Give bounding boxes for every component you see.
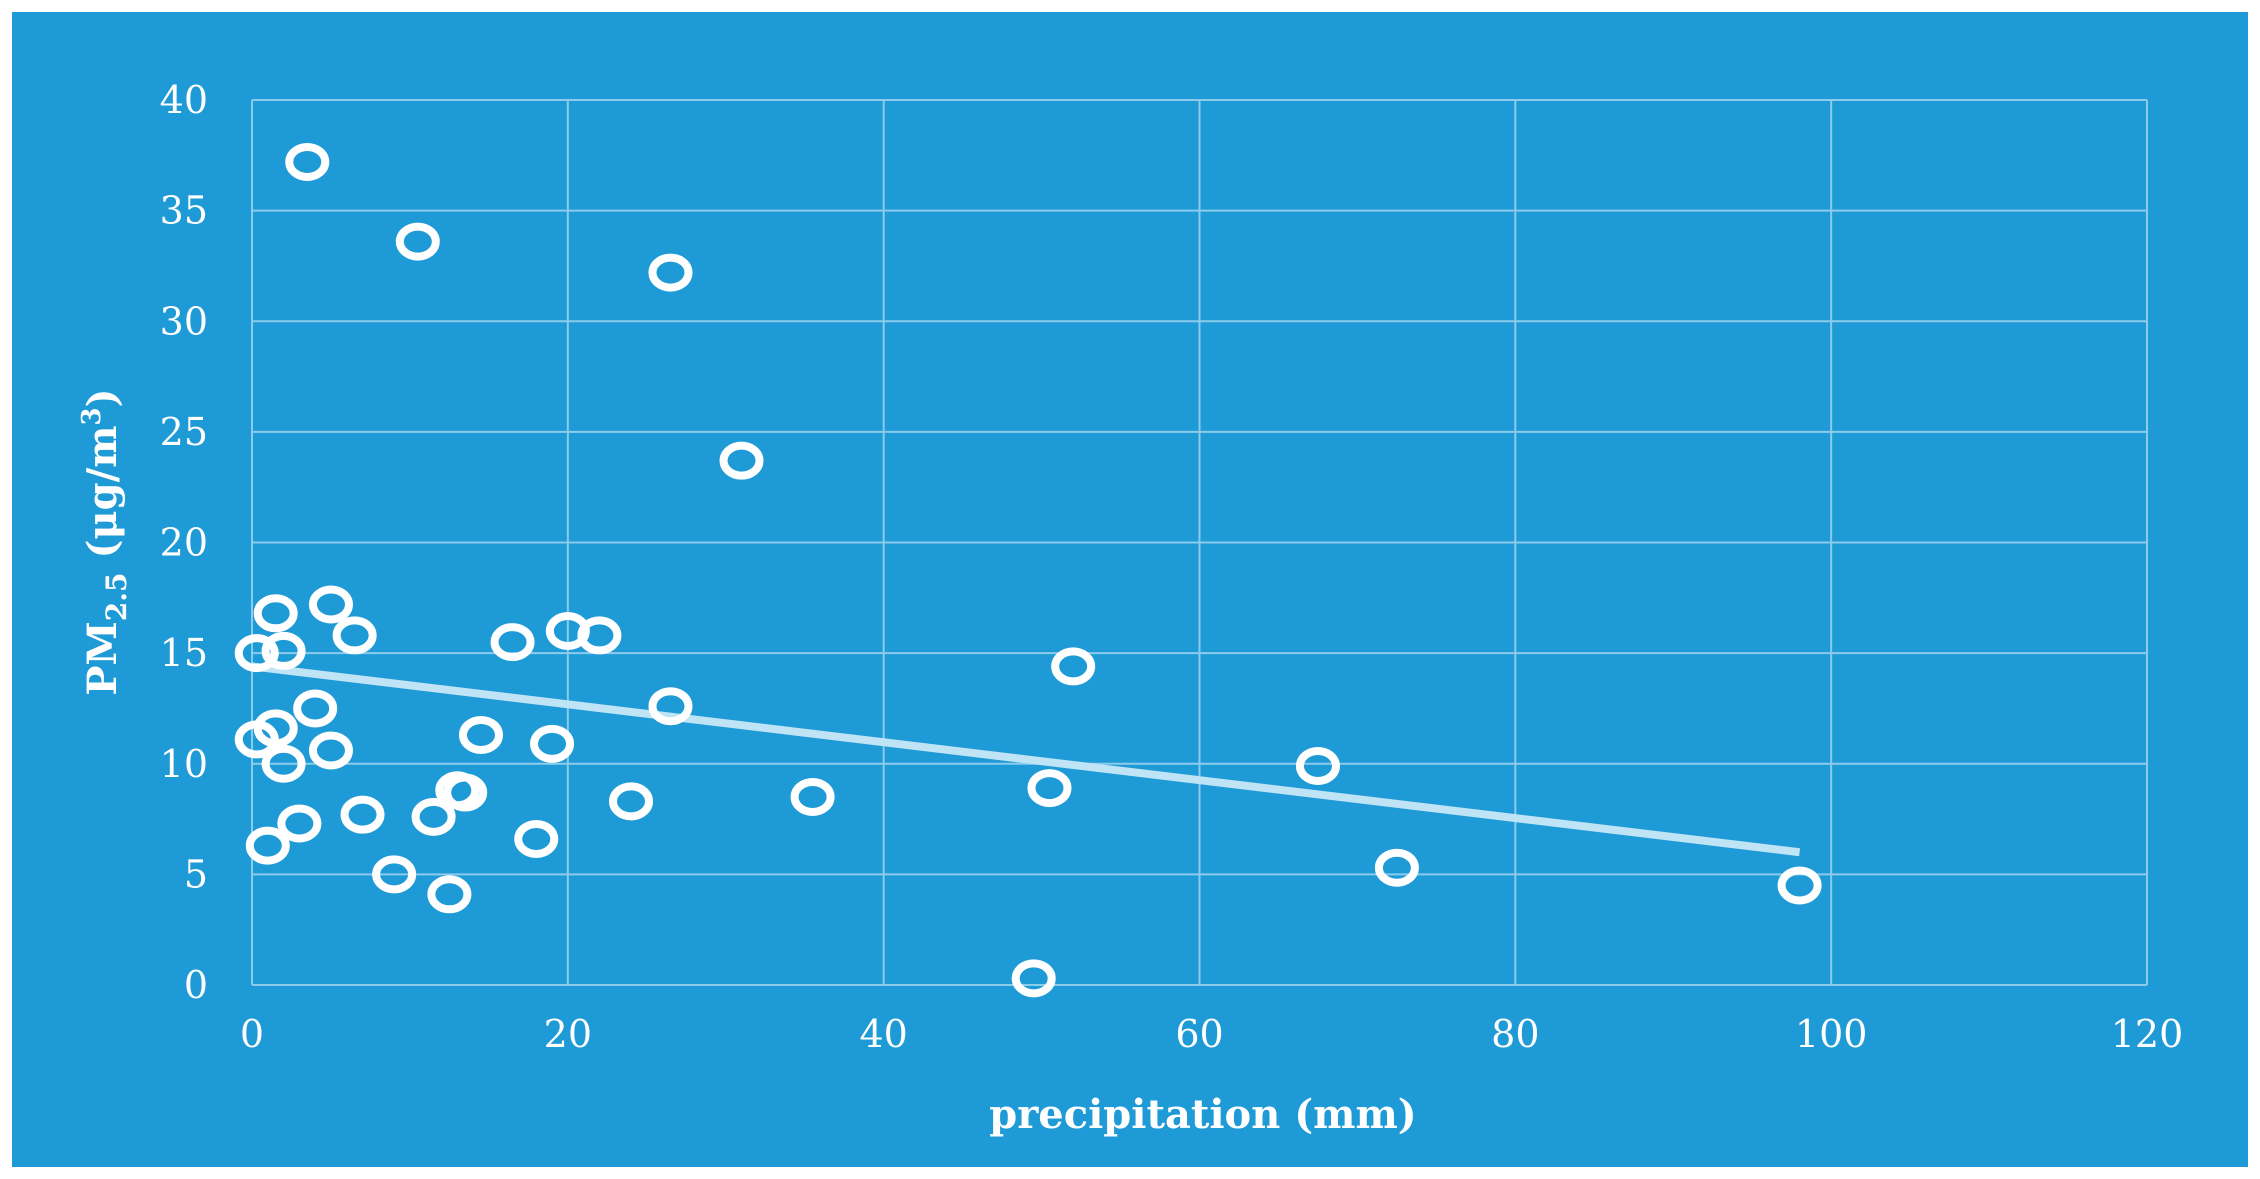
tick-labels: 0 5 10 15 20 25 30 35 40 0 20 40 60 80 100 120 xyxy=(160,78,2184,1056)
data-point xyxy=(1051,647,1096,686)
data-point xyxy=(1777,866,1822,905)
x-tick-label: 60 xyxy=(1175,1012,1223,1056)
data-points xyxy=(234,142,1822,998)
data-point xyxy=(427,875,472,914)
x-tick-label: 120 xyxy=(2111,1012,2184,1056)
data-point xyxy=(372,855,417,894)
x-tick-label: 80 xyxy=(1491,1012,1539,1056)
data-point xyxy=(395,222,440,261)
x-tick-label: 0 xyxy=(240,1012,264,1056)
data-point xyxy=(1374,848,1419,887)
y-tick-label: 0 xyxy=(184,963,208,1007)
data-point xyxy=(530,724,575,763)
y-axis-title-unit-close: ) xyxy=(79,388,126,407)
x-axis-title: precipitation (mm) xyxy=(989,1091,1416,1138)
gridlines xyxy=(251,99,2148,986)
data-point xyxy=(1295,746,1340,785)
y-tick-label: 5 xyxy=(184,852,208,896)
data-point xyxy=(443,773,488,812)
data-point xyxy=(234,634,279,673)
y-axis-title-subscript: 2.5 xyxy=(100,572,133,621)
y-axis-title-prefix: PM xyxy=(79,621,126,695)
data-point xyxy=(308,731,353,770)
data-point xyxy=(277,804,322,843)
data-point xyxy=(790,777,835,816)
data-point xyxy=(1011,959,1056,998)
data-point xyxy=(609,782,653,821)
data-point xyxy=(514,819,559,858)
data-point xyxy=(253,594,298,633)
y-tick-label: 15 xyxy=(160,631,208,675)
y-axis-title-unit: (μg/m xyxy=(79,425,126,572)
data-point xyxy=(245,826,290,865)
data-point xyxy=(340,795,385,834)
y-axis-title-superscript: 3 xyxy=(77,407,107,425)
data-point xyxy=(293,689,338,728)
data-point xyxy=(411,797,456,836)
y-tick-label: 40 xyxy=(160,78,208,122)
data-point xyxy=(719,441,764,480)
y-tick-label: 10 xyxy=(160,742,208,786)
data-point xyxy=(577,616,622,655)
data-point xyxy=(308,585,353,624)
data-point xyxy=(648,687,693,726)
data-point xyxy=(261,631,306,670)
y-tick-label: 25 xyxy=(160,410,208,454)
y-axis-title: PM2.5 (μg/m3) xyxy=(77,388,133,695)
chart-background xyxy=(12,12,2248,1167)
trendline-layer xyxy=(251,662,1801,857)
data-point xyxy=(234,720,279,759)
x-tick-label: 40 xyxy=(859,1012,907,1056)
data-point xyxy=(648,253,693,292)
data-point xyxy=(285,142,330,181)
data-point xyxy=(490,623,535,662)
data-point xyxy=(458,715,503,754)
y-tick-label: 20 xyxy=(160,521,208,565)
data-point xyxy=(1027,769,1072,808)
x-tick-label: 20 xyxy=(544,1012,592,1056)
data-point xyxy=(332,616,377,655)
x-tick-label: 100 xyxy=(1795,1012,1868,1056)
y-tick-label: 35 xyxy=(160,189,208,233)
linear-trendline xyxy=(251,662,1801,857)
y-tick-label: 30 xyxy=(160,299,208,343)
data-point xyxy=(261,744,306,783)
